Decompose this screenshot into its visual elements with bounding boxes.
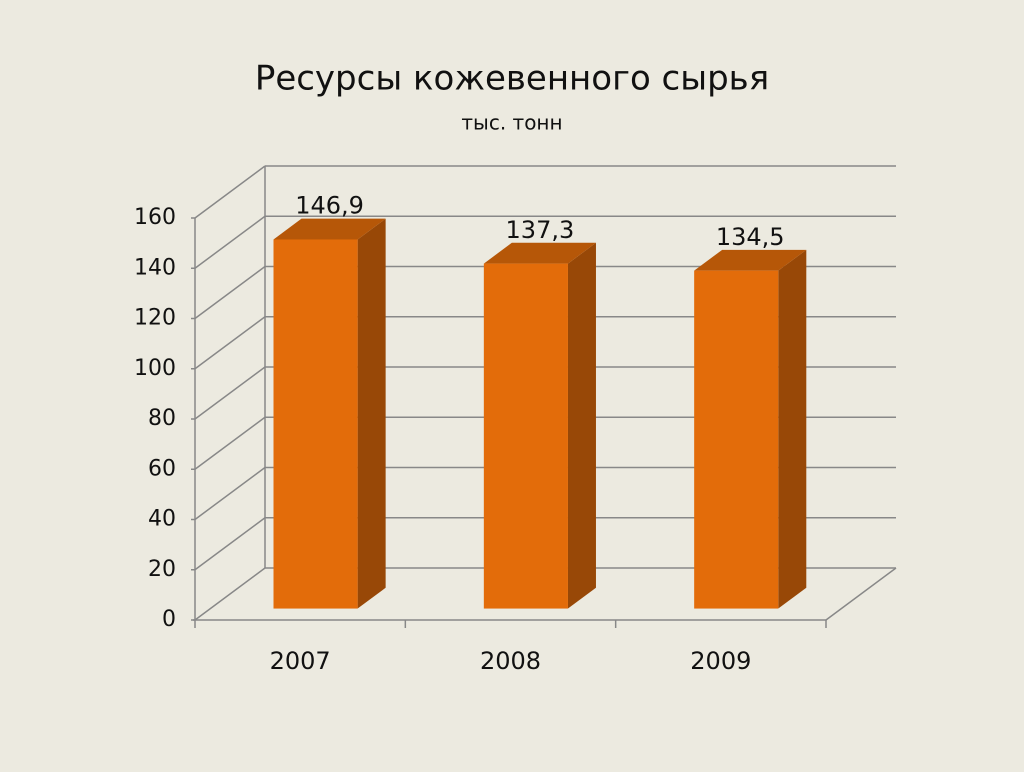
x-tick-label: 2007 (270, 647, 331, 675)
y-tick-label: 80 (148, 406, 176, 431)
grid-line (194, 215, 266, 269)
floor-edge (825, 567, 897, 621)
bar-top (273, 218, 386, 240)
value-label: 137,3 (506, 216, 575, 244)
bar-side (357, 218, 386, 609)
bar-side (778, 249, 807, 609)
grid-line (194, 366, 266, 420)
grid-line (194, 316, 266, 370)
chart-subtitle: тыс. тонн (461, 111, 562, 135)
grid-line (194, 165, 266, 219)
bar-side (567, 242, 596, 609)
y-tick-label: 0 (162, 607, 176, 632)
bar-top (483, 242, 596, 264)
y-tick-label: 120 (134, 306, 176, 331)
x-tick-label: 2009 (690, 647, 751, 675)
bar (694, 270, 779, 609)
chart-title: Ресурсы кожевенного сырья (255, 59, 769, 99)
y-tick-label: 100 (134, 356, 176, 381)
bar (273, 239, 358, 609)
bar-top (694, 249, 807, 271)
grid-line (194, 265, 266, 320)
y-tick-label: 160 (134, 205, 176, 230)
y-tick-label: 60 (148, 456, 176, 481)
grid-line (194, 517, 266, 571)
grid-line (194, 416, 266, 470)
y-tick-label: 40 (148, 507, 176, 532)
y-tick-label: 140 (134, 255, 176, 280)
y-tick-label: 20 (148, 557, 176, 582)
bar (483, 263, 568, 609)
value-label: 146,9 (295, 192, 364, 220)
value-label: 134,5 (716, 223, 785, 251)
grid-line (194, 567, 266, 621)
x-tick-label: 2008 (480, 647, 541, 675)
grid-line (194, 466, 266, 521)
